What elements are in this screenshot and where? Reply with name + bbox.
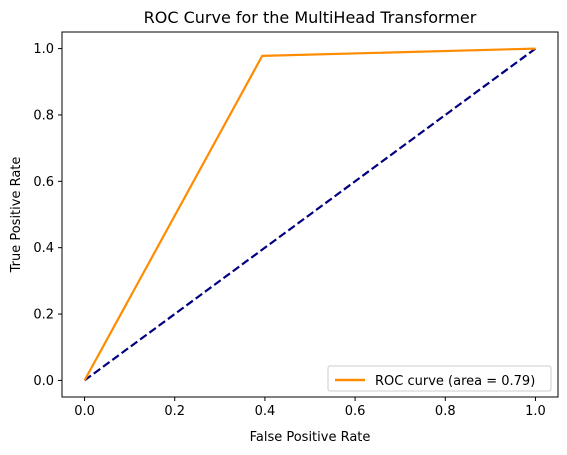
y-ticks: 0.0 0.2 0.4 0.6 0.8 1.0: [33, 42, 62, 389]
chance-diagonal-line: [83, 47, 537, 382]
y-tick-label: 0.8: [33, 108, 54, 123]
y-axis-label: True Positive Rate: [9, 157, 24, 274]
y-tick-label: 0.6: [33, 175, 54, 190]
x-tick-label: 1.0: [525, 404, 546, 419]
x-tick-label: 0.0: [74, 404, 95, 419]
x-axis-label: False Positive Rate: [250, 430, 371, 445]
chart-title: ROC Curve for the MultiHead Transformer: [144, 8, 477, 27]
plot-frame: [61, 31, 559, 398]
y-tick-label: 0.4: [33, 241, 54, 256]
legend-label-roc: ROC curve (area = 0.79): [375, 374, 535, 389]
legend-box: [327, 365, 552, 392]
x-tick-label: 0.2: [164, 404, 185, 419]
legend: ROC curve (area = 0.79): [327, 365, 552, 392]
y-tick-label: 0.2: [33, 308, 54, 323]
series-layer: [83, 47, 537, 382]
x-tick-label: 0.6: [345, 404, 366, 419]
y-tick-label: 0.0: [33, 374, 54, 389]
x-tick-label: 0.8: [435, 404, 456, 419]
plot-area: 0.0 0.2 0.4 0.6 0.8 1.0 0.0 0.2 0.4 0.6 0.8 1.0: [33, 31, 559, 419]
x-tick-label: 0.4: [255, 404, 276, 419]
y-tick-label: 1.0: [33, 42, 54, 57]
roc-curve-line: [83, 47, 536, 381]
x-ticks: 0.0 0.2 0.4 0.6 0.8 1.0: [74, 397, 546, 419]
